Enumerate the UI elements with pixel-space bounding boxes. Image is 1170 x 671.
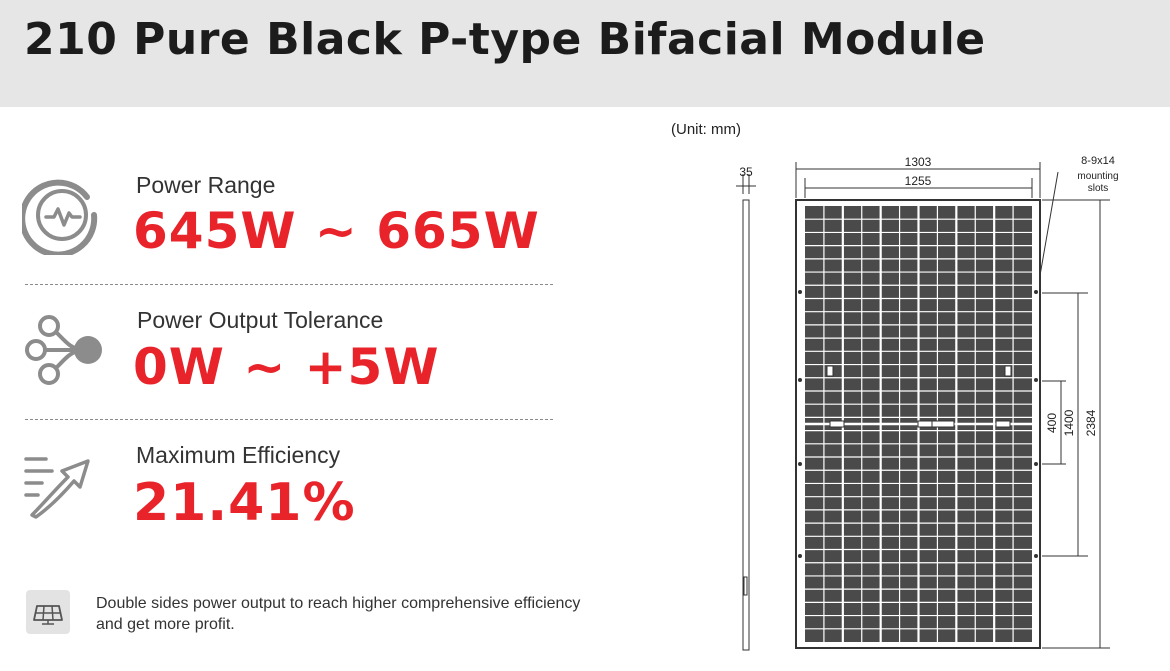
mounting-slots-caption-1: mounting [1077,171,1118,182]
spacing-1400-dimension: 1400 [1062,409,1076,436]
thickness-dimension: 35 [739,165,753,179]
unit-label: (Unit: mm) [671,121,741,138]
power-tolerance-value: 0W ~ +5W [133,338,440,396]
page-title: 210 Pure Black P-type Bifacial Module [24,14,986,65]
divider [25,284,553,285]
efficiency-label: Maximum Efficiency [136,442,341,468]
inner-width-dimension: 1255 [905,174,932,188]
spec-power-tolerance: Power Output Tolerance 0W ~ +5W [0,300,560,415]
power-range-label: Power Range [136,172,276,198]
spacing-400-dimension: 400 [1045,413,1059,433]
spec-power-range: Power Range 645W ~ 665W [0,160,560,280]
spec-efficiency: Maximum Efficiency 21.41% [0,435,560,555]
power-range-value: 645W ~ 665W [133,202,540,260]
header-banner: 210 Pure Black P-type Bifacial Module [0,0,1170,107]
network-nodes-icon [22,314,106,391]
bifacial-note: Double sides power output to reach highe… [96,595,581,633]
power-tolerance-label: Power Output Tolerance [137,307,384,333]
outer-width-dimension: 1303 [905,155,932,169]
solar-panel-icon [26,590,70,634]
height-dimension: 2384 [1084,409,1098,436]
efficiency-value: 21.41% [133,473,356,533]
mounting-slots-spec: 8-9x14 [1081,155,1115,167]
divider [25,419,553,420]
module-technical-drawing: 35 1303 1255 8-9x14 mounting slots 400 1… [736,155,1119,651]
mounting-slots-caption-2: slots [1088,183,1109,194]
pulse-circle-icon [19,175,102,260]
speed-arrow-icon [24,451,94,526]
side-view-frame [742,199,750,651]
